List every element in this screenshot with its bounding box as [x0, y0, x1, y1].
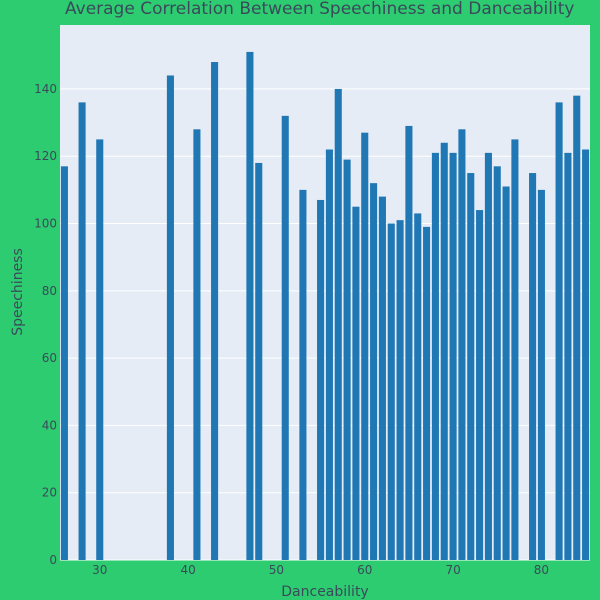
- bar: [246, 51, 254, 560]
- bar: [352, 206, 360, 560]
- bar: [458, 129, 466, 561]
- bar: [467, 173, 475, 561]
- x-tick-label: 40: [180, 563, 195, 577]
- bar: [511, 139, 519, 560]
- bar: [193, 129, 201, 561]
- bar: [60, 166, 68, 561]
- plot-area: [60, 25, 590, 560]
- x-tick-label: 80: [534, 563, 549, 577]
- bar: [396, 220, 404, 560]
- bar: [414, 213, 422, 560]
- y-axis-ticks: 0 20 40 60 80 100 120 140: [34, 82, 57, 567]
- bar: [529, 173, 537, 561]
- bar: [299, 189, 307, 560]
- bar: [78, 102, 86, 560]
- bar: [255, 162, 263, 560]
- bar: [493, 166, 501, 561]
- bar: [573, 95, 581, 561]
- gridlines: [60, 88, 590, 561]
- bar: [564, 152, 572, 560]
- y-tick-label: 20: [42, 486, 57, 500]
- bar: [166, 75, 174, 561]
- bar: [537, 189, 545, 560]
- bar: [343, 159, 351, 561]
- bar: [555, 102, 563, 560]
- bar: [484, 152, 492, 560]
- y-tick-label: 80: [42, 284, 57, 298]
- bar: [378, 196, 386, 561]
- bar: [387, 223, 395, 560]
- bar: [440, 142, 448, 561]
- bar: [582, 149, 590, 560]
- y-tick-label: 0: [49, 553, 57, 567]
- bar: [211, 62, 219, 561]
- x-axis-ticks: 30 40 50 60 70 80: [92, 563, 549, 577]
- x-tick-label: 60: [357, 563, 372, 577]
- bar: [405, 125, 413, 561]
- y-axis-title: Speechiness: [10, 248, 26, 336]
- bar: [370, 183, 378, 560]
- y-tick-label: 120: [34, 149, 57, 163]
- bar: [431, 152, 439, 560]
- y-tick-label: 60: [42, 351, 57, 365]
- chart-title: Average Correlation Between Speechiness …: [65, 0, 574, 19]
- bar: [449, 152, 457, 560]
- bars: [60, 51, 590, 561]
- bar: [361, 132, 369, 560]
- bar: [317, 199, 325, 560]
- x-axis-title: Danceability: [281, 584, 368, 600]
- bar: [281, 115, 289, 560]
- bar: [476, 210, 484, 560]
- x-tick-label: 70: [445, 563, 460, 577]
- x-tick-label: 30: [92, 563, 107, 577]
- y-tick-label: 40: [42, 418, 57, 432]
- bar: [334, 88, 342, 560]
- bar: [423, 226, 431, 561]
- y-tick-label: 140: [34, 82, 57, 96]
- bar: [502, 186, 510, 560]
- y-tick-label: 100: [34, 217, 57, 231]
- x-tick-label: 50: [269, 563, 284, 577]
- bar: [96, 139, 104, 560]
- bar: [325, 149, 333, 560]
